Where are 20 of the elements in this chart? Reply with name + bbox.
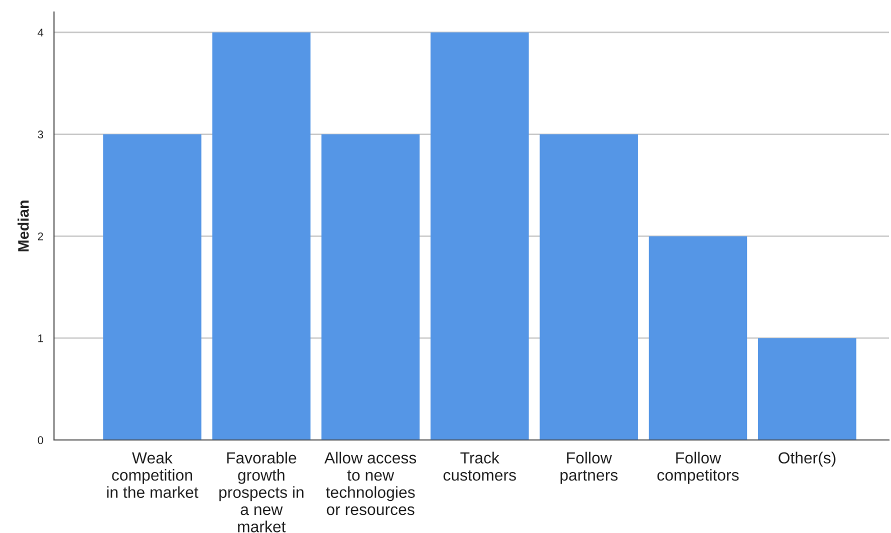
bar — [758, 338, 856, 440]
y-tick-label: 4 — [38, 28, 44, 36]
bar — [321, 134, 420, 440]
bar — [430, 32, 529, 440]
x-tick-label: Other(s) — [778, 452, 836, 467]
x-tick-label: Favorable growth prospects in a new market — [219, 452, 304, 532]
y-tick-label: 1 — [38, 334, 44, 342]
x-tick-label: Weak competition in the market — [107, 452, 198, 498]
bar — [212, 32, 311, 440]
bar — [648, 236, 748, 440]
x-tick-label: Follow partners — [560, 452, 618, 484]
y-axis-title: Median — [18, 200, 29, 252]
y-tick-label: 3 — [38, 130, 44, 138]
x-tick-label: Allow access to new technologies or resources — [324, 452, 416, 516]
bar — [103, 134, 202, 440]
x-tick-label: Track customers — [444, 452, 516, 481]
y-tick-label: 0 — [38, 436, 44, 444]
x-tick-label: Follow competitors — [657, 452, 739, 484]
bar — [540, 134, 638, 440]
y-tick-label: 2 — [38, 232, 44, 240]
